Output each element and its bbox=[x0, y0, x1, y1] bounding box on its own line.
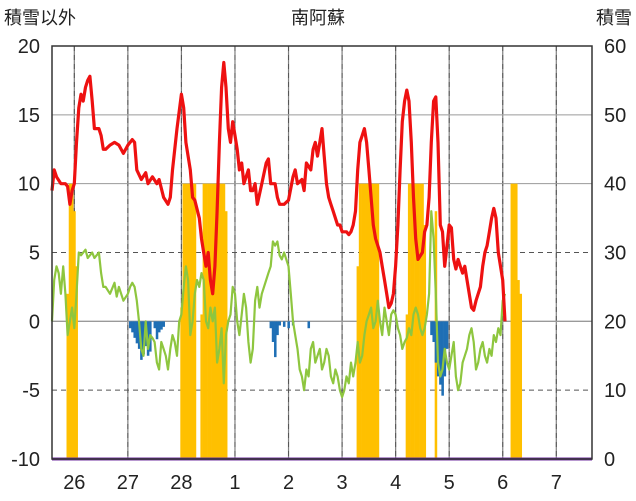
right-tick-label: 0 bbox=[604, 449, 615, 471]
precipitation-bar bbox=[131, 321, 134, 333]
right-tick-label: 30 bbox=[604, 243, 626, 265]
snow-depth-bar bbox=[182, 183, 186, 459]
snow-depth-bar bbox=[73, 211, 76, 459]
right-tick-label: 10 bbox=[604, 380, 626, 402]
x-tick-label: 4 bbox=[390, 472, 401, 494]
snow-depth-bar bbox=[423, 224, 427, 459]
right-tick-label: 60 bbox=[604, 36, 626, 58]
left-y-ticks: 20 15 10 5 0 -5 -10 bbox=[11, 36, 40, 471]
snow-depth-bar bbox=[358, 183, 362, 459]
snow-depth-bar bbox=[405, 314, 409, 459]
left-tick-label: -5 bbox=[22, 380, 40, 402]
x-tick-label: 26 bbox=[63, 472, 85, 494]
snow-depth-bar bbox=[66, 293, 70, 459]
snow-depth-bar bbox=[184, 183, 188, 459]
precipitation-bar bbox=[271, 321, 275, 342]
snow-depth-bar bbox=[220, 183, 224, 459]
precipitation-bar bbox=[430, 321, 433, 336]
left-tick-label: 5 bbox=[29, 243, 40, 265]
precipitation-bar bbox=[307, 321, 311, 329]
snow-depth-bar bbox=[410, 183, 413, 459]
left-tick-label: 10 bbox=[18, 174, 40, 196]
left-tick-label: -10 bbox=[11, 449, 40, 471]
temperature-line bbox=[50, 60, 507, 322]
precipitation-bar bbox=[278, 321, 282, 326]
snow-depth-bar bbox=[515, 183, 518, 459]
precipitation-bar bbox=[269, 321, 273, 329]
snow-depth-bar bbox=[216, 183, 219, 459]
snow-depth-bar bbox=[419, 183, 422, 459]
precipitation-bar bbox=[153, 321, 157, 329]
right-y-ticks: 60 50 40 30 20 10 0 bbox=[604, 36, 626, 471]
precipitation-bar bbox=[439, 321, 442, 385]
data-lines bbox=[50, 60, 507, 399]
snow-depth-bar bbox=[367, 183, 371, 459]
snow-depth-bar bbox=[519, 293, 523, 459]
snow-depth-bar bbox=[209, 183, 212, 459]
x-tick-label: 1 bbox=[229, 472, 240, 494]
right-tick-label: 50 bbox=[604, 105, 626, 127]
precipitation-bar bbox=[162, 321, 165, 327]
snow-depth-bar bbox=[414, 183, 418, 459]
precipitation-bar bbox=[282, 321, 286, 327]
snow-depth-bar bbox=[218, 183, 221, 459]
precipitation-bar bbox=[274, 321, 277, 358]
x-tick-label: 3 bbox=[337, 472, 348, 494]
precipitation-bar bbox=[160, 321, 163, 330]
snow-depth-bar bbox=[407, 183, 411, 459]
left-tick-label: 15 bbox=[18, 105, 40, 127]
left-tick-label: 20 bbox=[18, 36, 40, 58]
snow-depth-bar bbox=[361, 183, 364, 459]
x-ticks: 26 27 28 1 2 3 4 5 6 7 bbox=[63, 472, 562, 494]
snow-depth-bar bbox=[376, 183, 380, 459]
snow-depth-bar bbox=[363, 183, 366, 459]
snow-depth-bar bbox=[202, 183, 206, 459]
chart-title: 南阿蘇 bbox=[291, 8, 345, 29]
right-axis-label: 積雪 bbox=[596, 8, 632, 29]
precipitation-bar bbox=[155, 321, 159, 340]
snow-depth-bar bbox=[200, 314, 203, 459]
precipitation-bar bbox=[157, 321, 161, 333]
snow-depth-bar bbox=[187, 183, 190, 459]
precipitation-bar bbox=[445, 321, 449, 349]
snow-depth-bar bbox=[510, 183, 514, 459]
x-tick-label: 5 bbox=[444, 472, 455, 494]
precipitation-bar bbox=[128, 321, 132, 329]
precipitation-bar bbox=[287, 321, 290, 329]
right-tick-label: 40 bbox=[604, 174, 626, 196]
left-tick-label: 0 bbox=[29, 311, 40, 333]
right-tick-label: 20 bbox=[604, 311, 626, 333]
x-tick-label: 28 bbox=[170, 472, 192, 494]
snow-depth-bar bbox=[222, 183, 226, 459]
x-tick-label: 6 bbox=[497, 472, 508, 494]
precipitation-bar bbox=[135, 321, 139, 344]
precipitation-bar bbox=[432, 321, 435, 342]
snow-depth-bar bbox=[193, 183, 197, 459]
humidity-like-line bbox=[50, 210, 507, 399]
snow-depth-bar bbox=[517, 280, 520, 459]
snow-depth-bar bbox=[369, 183, 373, 459]
snow-depth-bar bbox=[512, 183, 516, 459]
x-tick-label: 27 bbox=[117, 472, 139, 494]
plot-border bbox=[51, 45, 593, 460]
left-axis-label: 積雪以外 bbox=[4, 8, 76, 29]
snow-depth-bar bbox=[356, 266, 360, 459]
snow-depth-bar bbox=[70, 183, 74, 459]
precipitation-bar bbox=[434, 321, 438, 363]
snow-depth-bar bbox=[421, 183, 424, 459]
precipitation-bar bbox=[276, 321, 279, 336]
snow-depth-bar bbox=[75, 266, 78, 459]
x-tick-label: 2 bbox=[283, 472, 294, 494]
precipitation-bar bbox=[133, 321, 136, 338]
x-tick-label: 7 bbox=[551, 472, 562, 494]
snow-depth-bar bbox=[180, 307, 183, 459]
